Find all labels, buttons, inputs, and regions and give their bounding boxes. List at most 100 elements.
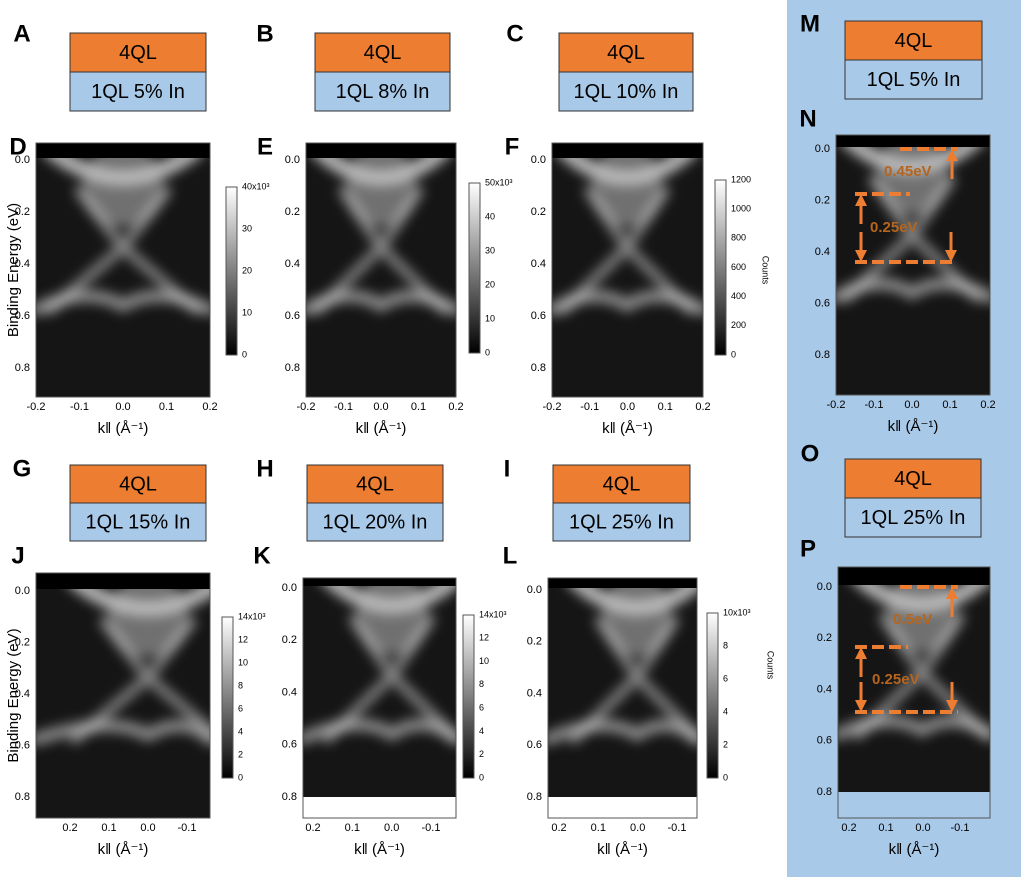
top-band <box>836 135 990 147</box>
colorbar-tick-label: 10 <box>242 307 252 317</box>
x-tick-label: 0.2 <box>841 822 856 834</box>
y-tick-label: 0.6 <box>282 739 297 751</box>
colorbar-tick-label: 1200 <box>731 174 751 184</box>
layer-top-label: 4QL <box>895 30 933 52</box>
x-tick-label: 0.2 <box>202 401 217 413</box>
arpes-image <box>548 573 700 818</box>
colorbar-tick-label: 14x10³ <box>479 609 507 619</box>
top-band <box>548 578 697 588</box>
colorbar-tick-label: 200 <box>731 320 746 330</box>
colorbar-label: Counts <box>766 651 776 680</box>
y-tick-label: 0.0 <box>15 154 30 166</box>
x-tick-label: -0.1 <box>951 822 970 834</box>
y-tick-label: 0.0 <box>531 154 546 166</box>
panel-letter: H <box>256 455 273 482</box>
x-axis-label: k‖ (Å⁻¹) <box>889 841 940 858</box>
x-tick-label: 0.1 <box>591 822 606 834</box>
panel-letter: C <box>506 20 523 47</box>
y-tick-label: 0.0 <box>527 584 542 596</box>
x-tick-label: 0.2 <box>551 822 566 834</box>
image-content <box>548 573 700 818</box>
y-tick-label: 0.6 <box>531 310 546 322</box>
layer-top-label: 4QL <box>356 473 394 495</box>
panel-letter: N <box>799 105 816 132</box>
top-band <box>552 143 703 158</box>
energy-annotation: 0.25eV <box>872 671 920 688</box>
colorbar-tick-label: 40x10³ <box>242 181 270 191</box>
y-tick-label: 0.8 <box>815 349 830 361</box>
colorbar-label: Counts <box>761 256 771 285</box>
colorbar-tick-label: 0 <box>485 347 490 357</box>
energy-annotation: 0.45eV <box>884 163 932 180</box>
arpes-image <box>36 143 210 397</box>
energy-annotation: 0.5eV <box>893 611 932 628</box>
y-tick-label: 0.8 <box>15 791 30 803</box>
colorbar-tick-label: 0 <box>479 772 484 782</box>
x-axis-label: k‖ (Å⁻¹) <box>98 841 149 858</box>
colorbar <box>469 183 480 353</box>
colorbar-tick-label: 8 <box>479 679 484 689</box>
x-axis-label: k‖ (Å⁻¹) <box>597 841 648 858</box>
colorbar-tick-label: 2 <box>238 749 243 759</box>
colorbar-tick-label: 10 <box>485 313 495 323</box>
layer-top-label: 4QL <box>894 468 932 490</box>
layer-bottom-label: 1QL 10% In <box>574 81 679 103</box>
panel-letter: J <box>11 542 24 569</box>
y-tick-label: 0.6 <box>815 297 830 309</box>
x-tick-label: 0.0 <box>373 401 388 413</box>
y-tick-label: 0.2 <box>527 636 542 648</box>
layer-bottom-label: 1QL 5% In <box>91 81 185 103</box>
arpes-image <box>306 143 456 397</box>
y-tick-label: 0.0 <box>817 581 832 593</box>
colorbar-tick-label: 40 <box>485 211 495 221</box>
y-axis-label: Binding Energy (eV) <box>5 203 22 337</box>
x-axis-label: k‖ (Å⁻¹) <box>888 418 939 435</box>
panel-letter: G <box>13 455 32 482</box>
x-tick-label: 0.1 <box>411 401 426 413</box>
colorbar-tick-label: 2 <box>479 749 484 759</box>
x-tick-label: 0.0 <box>620 401 635 413</box>
image-content <box>306 143 456 397</box>
x-tick-label: -0.2 <box>543 401 562 413</box>
y-tick-label: 0.0 <box>282 582 297 594</box>
x-tick-label: 0.0 <box>630 822 645 834</box>
x-tick-label: 0.0 <box>904 399 919 411</box>
colorbar-tick-label: 14x10³ <box>238 611 266 621</box>
x-tick-label: 0.0 <box>115 401 130 413</box>
x-axis-label: k‖ (Å⁻¹) <box>356 420 407 437</box>
y-tick-label: 0.8 <box>817 786 832 798</box>
colorbar <box>222 617 233 778</box>
x-tick-label: -0.2 <box>27 401 46 413</box>
x-tick-label: 0.1 <box>345 822 360 834</box>
layer-bottom-label: 1QL 25% In <box>569 511 674 533</box>
top-band <box>36 573 210 589</box>
x-tick-label: 0.0 <box>915 822 930 834</box>
layer-bottom-label: 1QL 20% In <box>323 511 428 533</box>
colorbar-tick-label: 0 <box>723 772 728 782</box>
x-tick-label: -0.1 <box>178 822 197 834</box>
y-tick-label: 0.8 <box>527 791 542 803</box>
colorbar-tick-label: 30 <box>242 223 252 233</box>
y-tick-label: 0.8 <box>15 362 30 374</box>
colorbar-tick-label: 10 <box>238 657 248 667</box>
x-tick-label: -0.1 <box>865 399 884 411</box>
colorbar-tick-label: 12 <box>479 633 489 643</box>
y-tick-label: 0.6 <box>527 739 542 751</box>
panel-letter: I <box>504 455 511 482</box>
colorbar-tick-label: 4 <box>723 706 728 716</box>
x-tick-label: -0.1 <box>580 401 599 413</box>
y-axis-label: Binding Energy (eV) <box>5 628 22 762</box>
colorbar-tick-label: 8 <box>723 640 728 650</box>
colorbar-tick-label: 4 <box>479 726 484 736</box>
colorbar-tick-label: 6 <box>479 703 484 713</box>
x-tick-label: 0.1 <box>878 822 893 834</box>
y-tick-label: 0.4 <box>282 686 297 698</box>
colorbar <box>707 613 718 778</box>
y-tick-label: 0.4 <box>815 246 830 258</box>
panel-letter: M <box>800 10 820 37</box>
image-content <box>552 143 703 397</box>
layer-top-label: 4QL <box>364 42 402 64</box>
top-band <box>36 143 210 158</box>
y-tick-label: 0.8 <box>531 362 546 374</box>
arpes-image <box>303 571 456 818</box>
